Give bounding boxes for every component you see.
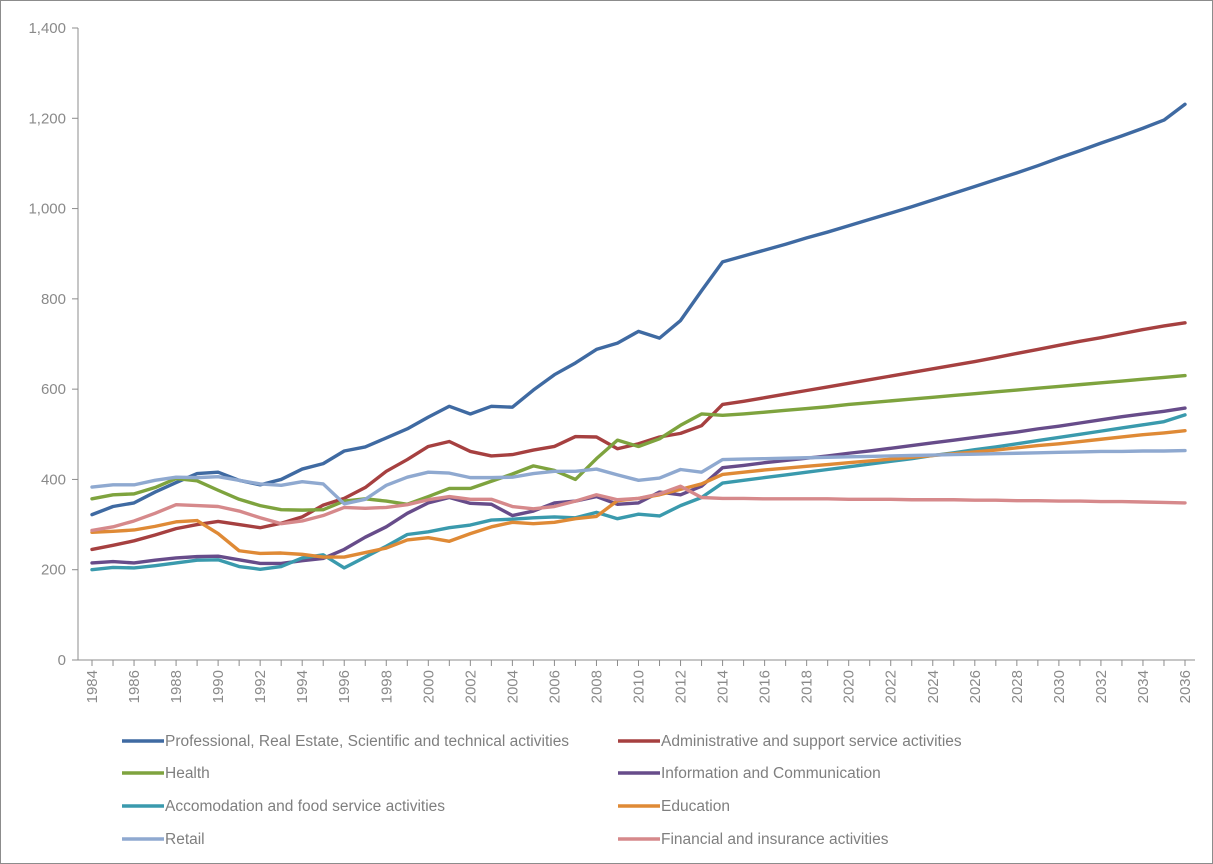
y-tick-label: 1,200 [28,110,66,127]
x-tick-label: 1986 [126,670,143,703]
y-tick-label: 1,400 [28,20,66,37]
legend-label: Information and Communication [661,765,881,782]
x-tick-label: 2000 [420,670,437,703]
x-tick-label: 1990 [210,670,227,703]
x-tick-label: 1992 [252,670,269,703]
legend-item: Professional, Real Estate, Scientific an… [122,733,569,750]
legend-label: Education [661,798,730,815]
x-axis: 1984 1986 1988 1990 1992 1994 1996 1998 2000 2002… [78,659,1195,703]
series-line-5 [90,413,1187,572]
x-tick-label: 2032 [1093,670,1110,703]
x-tick-label: 2010 [631,670,648,703]
legend-item: Administrative and support service activ… [618,733,962,750]
legend-item: Education [618,798,730,815]
x-tick-label: 2008 [588,670,605,703]
x-tick-label: 2030 [1051,670,1068,703]
x-tick-label: 2024 [925,670,942,703]
y-tick-label: 400 [41,471,66,488]
legend-label: Retail [165,831,205,848]
x-tick-label: 2018 [799,670,816,703]
x-tick-label: 1988 [168,670,185,703]
x-tick-label: 2002 [462,670,479,703]
x-tick-label: 1996 [336,670,353,703]
legend-label: Accomodation and food service activities [165,798,445,815]
legend: Professional, Real Estate, Scientific an… [122,733,962,848]
series-line-4 [90,406,1187,566]
series-line-7 [90,448,1187,506]
legend-item: Accomodation and food service activities [122,798,445,815]
y-tick-label: 800 [41,291,66,308]
x-tick-label: 2026 [967,670,984,703]
y-axis: 0 200 400 600 800 1,000 1,200 1,400 [28,20,79,669]
legend-label: Health [165,765,210,782]
legend-item: Retail [122,831,205,848]
x-tick-label: 2020 [841,670,858,703]
x-tick-label: 2028 [1009,670,1026,703]
series-line-1 [90,102,1187,517]
legend-label: Financial and insurance activities [661,831,889,848]
y-tick-label: 200 [41,562,66,579]
x-tick-label: 1984 [84,670,101,703]
series-line-8 [90,484,1187,533]
legend-label: Administrative and support service activ… [661,733,962,750]
legend-item: Information and Communication [618,765,881,782]
y-tick-label: 600 [41,381,66,398]
x-tick-label: 2012 [673,670,690,703]
series-line-3 [90,373,1187,512]
x-tick-label: 1998 [378,670,395,703]
x-tick-label: 2016 [757,670,774,703]
x-tick-label: 2014 [715,670,732,703]
y-tick-label: 1,000 [28,201,66,218]
legend-label: Professional, Real Estate, Scientific an… [165,733,569,750]
series-lines [90,102,1187,572]
x-tick-label: 2022 [883,670,900,703]
legend-item: Health [122,765,210,782]
y-tick-label: 0 [58,652,66,669]
x-tick-label: 2034 [1135,670,1152,703]
legend-item: Financial and insurance activities [618,831,889,848]
series-line-6 [90,428,1187,559]
x-tick-label: 2036 [1177,670,1194,703]
x-tick-label: 1994 [294,670,311,703]
x-tick-label: 2006 [546,670,563,703]
series-line-2 [90,321,1187,552]
x-tick-label: 2004 [504,670,521,703]
